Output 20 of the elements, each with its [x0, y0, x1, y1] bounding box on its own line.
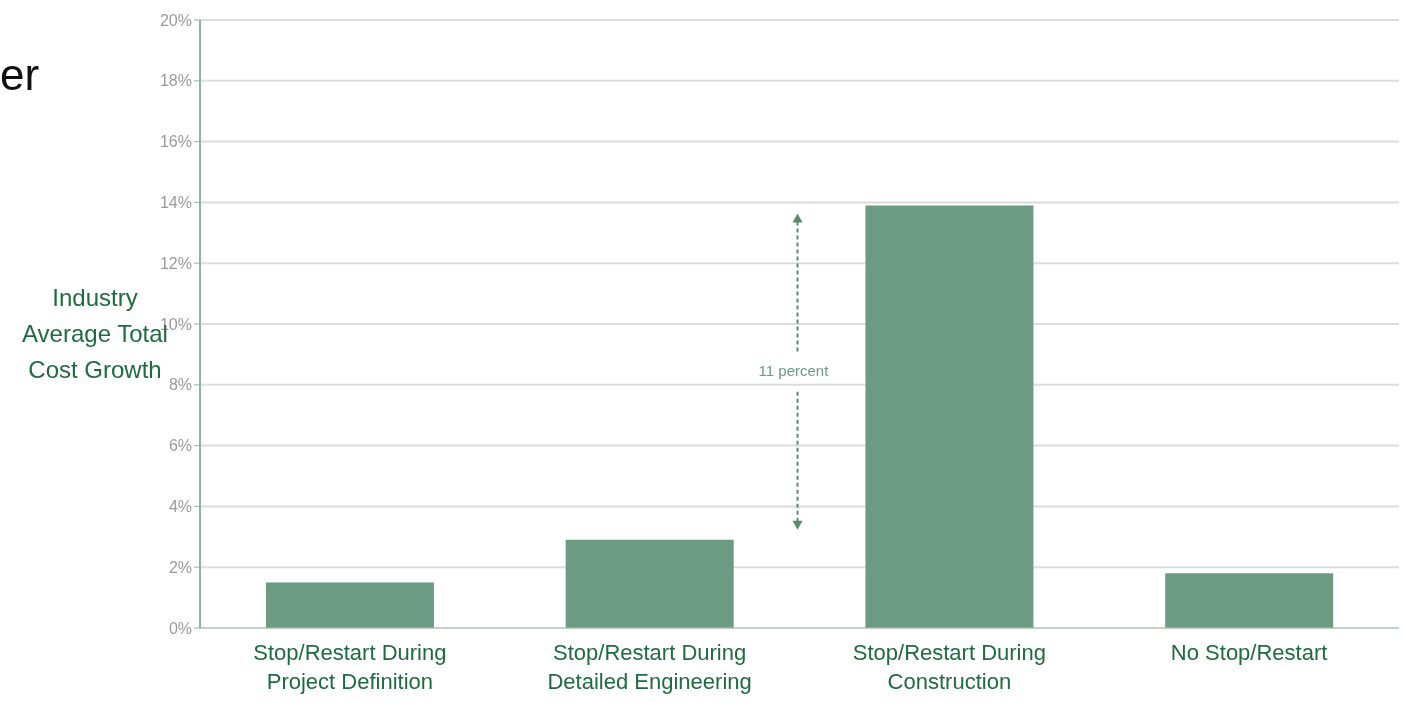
- x-tick-label: Stop/Restart During Construction: [851, 639, 1047, 696]
- x-tick-label: Stop/Restart During Detailed Engineering: [546, 639, 753, 696]
- text: er: [0, 50, 40, 100]
- y-tick-label: 6%: [168, 437, 192, 455]
- y-tick-label: 2%: [168, 558, 192, 576]
- bar: [865, 205, 1034, 628]
- y-tick-label: 18%: [159, 72, 192, 90]
- bar: [565, 539, 734, 628]
- y-tick-label: 12%: [159, 254, 192, 272]
- y-tick-label: 8%: [168, 376, 192, 394]
- y-tick-label: 0%: [168, 619, 192, 637]
- bar: [265, 582, 434, 628]
- y-tick-label: 16%: [159, 133, 192, 151]
- y-tick-label: 20%: [159, 11, 192, 29]
- y-tick-label: 4%: [168, 498, 192, 516]
- y-tick-label: 14%: [159, 194, 192, 212]
- x-tick-label: Stop/Restart During Project Definition: [252, 639, 448, 696]
- bar: [1165, 573, 1334, 628]
- annotation: 11 percent: [757, 360, 830, 381]
- x-tick-label: No Stop/Restart: [1169, 639, 1329, 667]
